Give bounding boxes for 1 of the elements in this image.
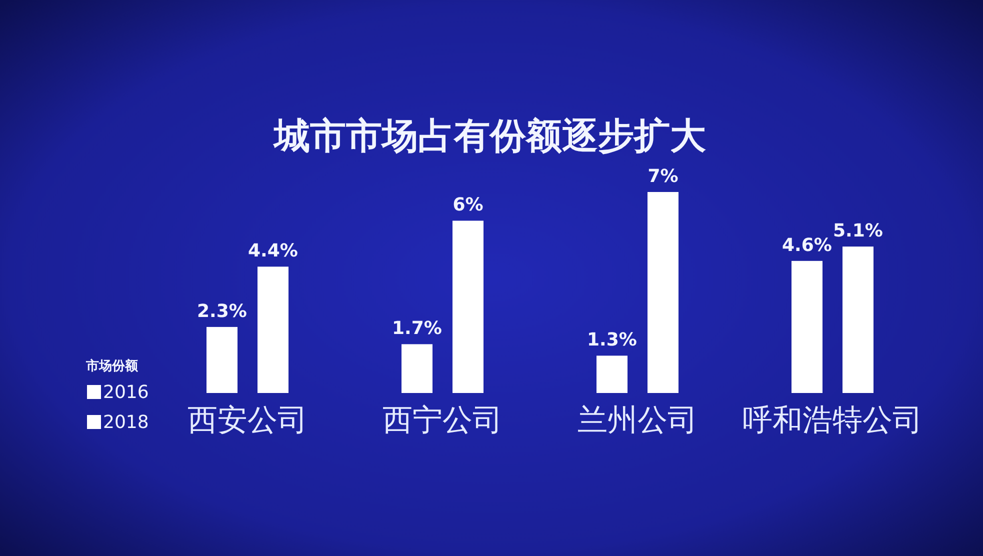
title: 城市市场占有份额逐步扩大 (274, 116, 706, 157)
